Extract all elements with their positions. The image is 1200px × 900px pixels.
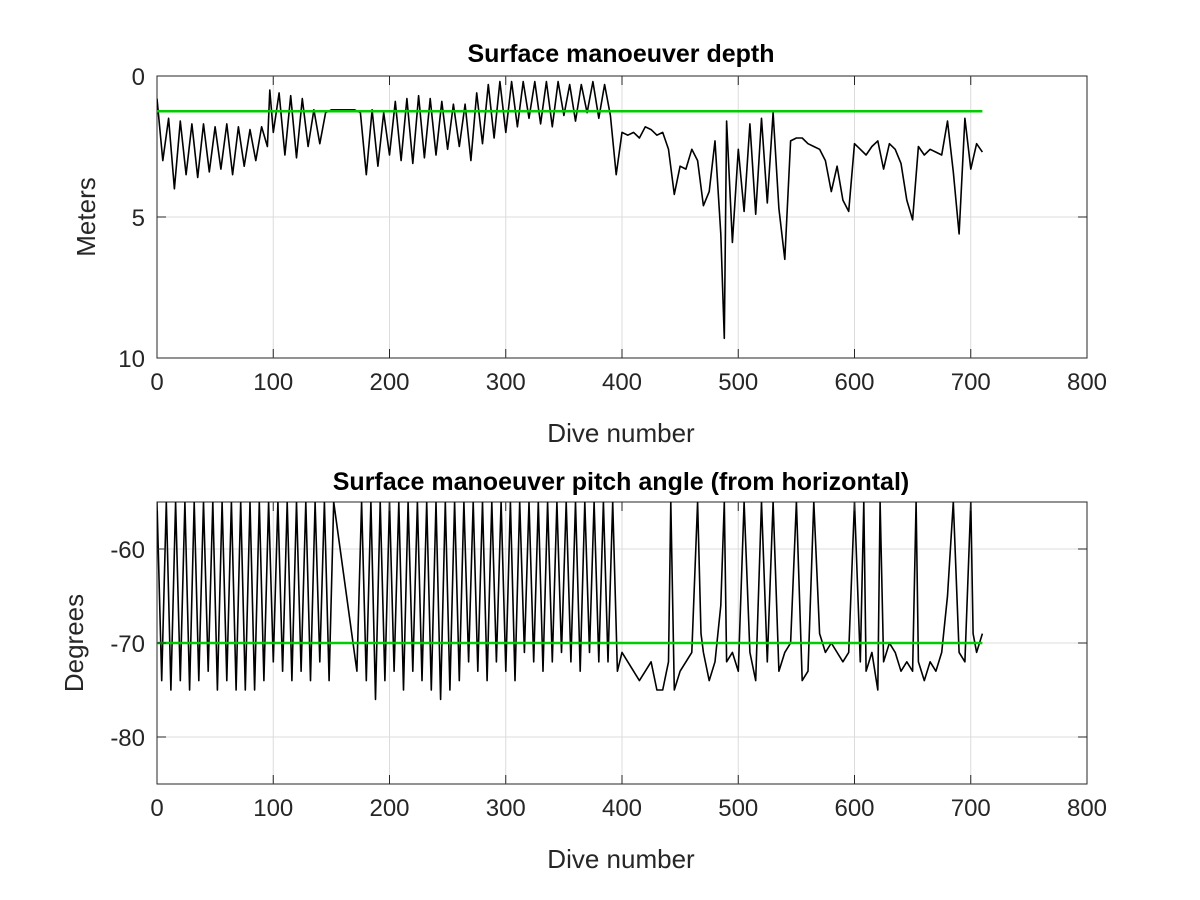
- x-tick-label: 500: [718, 795, 758, 822]
- x-tick-label: 800: [1067, 369, 1107, 396]
- x-tick-label: 700: [951, 369, 991, 396]
- x-tick-label: 800: [1067, 795, 1107, 822]
- x-tick-label: 300: [486, 369, 526, 396]
- x-tick-label: 400: [602, 369, 642, 396]
- depth-chart: Surface manoeuver depth 0 100 200 300 400 500…: [71, 40, 1107, 448]
- x-tick-label: 600: [834, 795, 874, 822]
- y-tick-label: -80: [110, 725, 145, 752]
- x-axis-label: Dive number: [547, 418, 695, 448]
- y-tick-label: 5: [132, 205, 145, 232]
- x-tick-label: 600: [834, 369, 874, 396]
- x-axis-label: Dive number: [547, 844, 695, 874]
- y-tick-label: 0: [132, 64, 145, 91]
- series-line: [157, 80, 984, 340]
- x-tick-label: 300: [486, 795, 526, 822]
- chart-title: Surface manoeuver pitch angle (from hori…: [333, 468, 909, 496]
- y-tick-label: -60: [110, 537, 145, 564]
- x-tick-label: 400: [602, 795, 642, 822]
- chart-title: Surface manoeuver depth: [467, 40, 774, 68]
- x-tick-label: 700: [951, 795, 991, 822]
- x-tick-label: 100: [253, 369, 293, 396]
- x-tick-label: 200: [369, 369, 409, 396]
- y-axis-label: Meters: [71, 177, 101, 256]
- x-tick-label: 0: [150, 795, 163, 822]
- x-tick-label: 500: [718, 369, 758, 396]
- x-tick-label: 0: [150, 369, 163, 396]
- y-tick-label: 10: [118, 346, 145, 373]
- x-tick-label: 100: [253, 795, 293, 822]
- y-axis-label: Degrees: [59, 594, 89, 692]
- x-tick-label: 200: [369, 795, 409, 822]
- y-tick-label: -70: [110, 631, 145, 658]
- pitch-chart: Surface manoeuver pitch angle (from hori…: [59, 468, 1107, 874]
